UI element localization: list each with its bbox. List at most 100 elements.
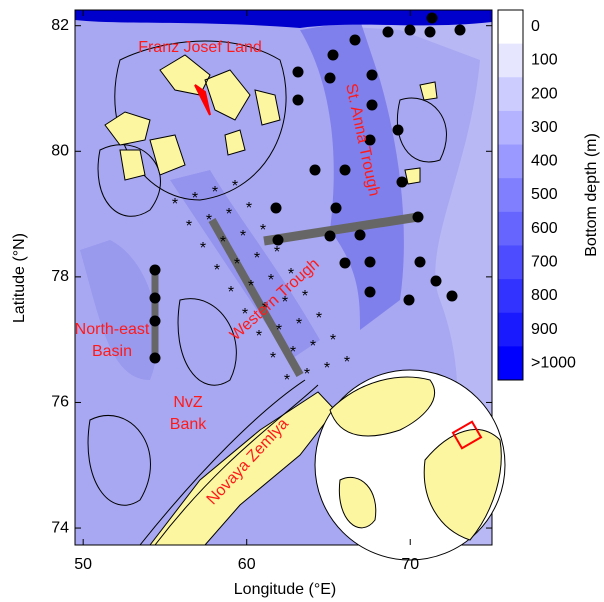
station	[354, 229, 366, 241]
station	[330, 202, 342, 214]
station	[414, 256, 426, 268]
y-tick-label: 80	[51, 143, 69, 160]
station	[324, 230, 336, 242]
station-asterisk: *	[262, 300, 268, 317]
station-asterisk: *	[234, 256, 240, 273]
station	[272, 234, 284, 246]
station-asterisk: *	[232, 178, 238, 195]
station-asterisk: *	[246, 200, 252, 217]
station	[364, 256, 376, 268]
station	[424, 26, 436, 38]
station	[327, 49, 339, 61]
station-asterisk: *	[274, 244, 280, 261]
y-tick-label: 76	[51, 394, 69, 411]
colorbar-tick-label: 600	[531, 220, 558, 237]
station	[454, 24, 466, 36]
colorbar-swatch	[498, 312, 523, 347]
station	[149, 264, 161, 276]
colorbar-tick-label: 900	[531, 321, 558, 338]
colorbar-tick-label: 200	[531, 85, 558, 102]
colorbar-swatch	[498, 10, 523, 45]
stations: ************************************	[149, 12, 466, 389]
station-asterisk: *	[260, 222, 266, 239]
station-asterisk: *	[324, 360, 330, 377]
colorbar-tick-label: >1000	[531, 354, 576, 371]
station	[446, 290, 458, 302]
station-asterisk: *	[268, 272, 274, 289]
colorbar-tick-label: 100	[531, 52, 558, 69]
station	[309, 164, 321, 176]
station-asterisk: *	[206, 212, 212, 229]
colorbar-label: Bottom depth (m)	[583, 133, 600, 257]
station	[292, 66, 304, 78]
station-asterisk: *	[302, 288, 308, 305]
station	[324, 72, 336, 84]
station	[270, 202, 282, 214]
place-name: NvZ	[173, 394, 203, 411]
station	[349, 34, 361, 46]
station	[392, 124, 404, 136]
station	[412, 211, 424, 223]
x-tick-label: 50	[74, 556, 92, 573]
colorbar-tick-label: 500	[531, 186, 558, 203]
station-asterisk: *	[172, 196, 178, 213]
station-asterisk: *	[242, 306, 248, 323]
colorbar-swatch	[498, 178, 523, 213]
y-tick-label: 74	[51, 519, 69, 536]
x-tick-label: 70	[401, 556, 419, 573]
station	[339, 164, 351, 176]
station-asterisk: *	[212, 184, 218, 201]
station	[366, 99, 378, 111]
station-asterisk: *	[240, 228, 246, 245]
colorbar-swatch	[498, 346, 523, 381]
station-asterisk: *	[316, 310, 322, 327]
station-asterisk: *	[186, 218, 192, 235]
place-name: North-east	[75, 321, 150, 338]
colorbar-swatch	[498, 77, 523, 112]
station-asterisk: *	[284, 372, 290, 389]
colorbar-tick-label: 700	[531, 253, 558, 270]
station-asterisk: *	[228, 284, 234, 301]
colorbar-tick-label: 800	[531, 287, 558, 304]
station	[396, 176, 408, 188]
station	[364, 286, 376, 298]
colorbar-frame	[497, 9, 524, 381]
station	[149, 352, 161, 364]
colorbar-swatch	[498, 211, 523, 246]
station-asterisk: *	[276, 322, 282, 339]
station-asterisk: *	[220, 234, 226, 251]
station	[292, 94, 304, 106]
y-axis-label: Latitude (°N)	[11, 233, 28, 323]
station	[366, 69, 378, 81]
station-asterisk: *	[282, 294, 288, 311]
station	[149, 315, 161, 327]
colorbar-swatch	[498, 110, 523, 146]
colorbar-tick-label: 300	[531, 119, 558, 136]
station	[404, 24, 416, 36]
station-asterisk: *	[248, 278, 254, 295]
plot-frame	[74, 9, 493, 546]
station-asterisk: *	[330, 332, 336, 349]
station-asterisk: *	[304, 366, 310, 383]
y-tick-label: 78	[51, 268, 69, 285]
colorbar-swatch	[498, 43, 523, 78]
station-asterisk: *	[288, 266, 294, 283]
pointer-arrow	[194, 84, 211, 116]
colorbar-swatch	[498, 245, 523, 280]
station-asterisk: *	[254, 250, 260, 267]
station-asterisk: *	[344, 354, 350, 371]
station	[339, 257, 351, 269]
station-asterisk: *	[226, 206, 232, 223]
station	[426, 12, 438, 24]
station	[430, 275, 442, 287]
x-axis-label: Longitude (°E)	[234, 581, 336, 598]
colorbar-swatch	[498, 279, 523, 314]
station-asterisk: *	[270, 350, 276, 367]
station-asterisk: *	[296, 316, 302, 333]
station-asterisk: *	[214, 262, 220, 279]
station-asterisk: *	[290, 344, 296, 361]
colorbar-tick-label: 0	[531, 18, 540, 35]
station-asterisk: *	[310, 338, 316, 355]
x-tick-label: 60	[238, 556, 256, 573]
